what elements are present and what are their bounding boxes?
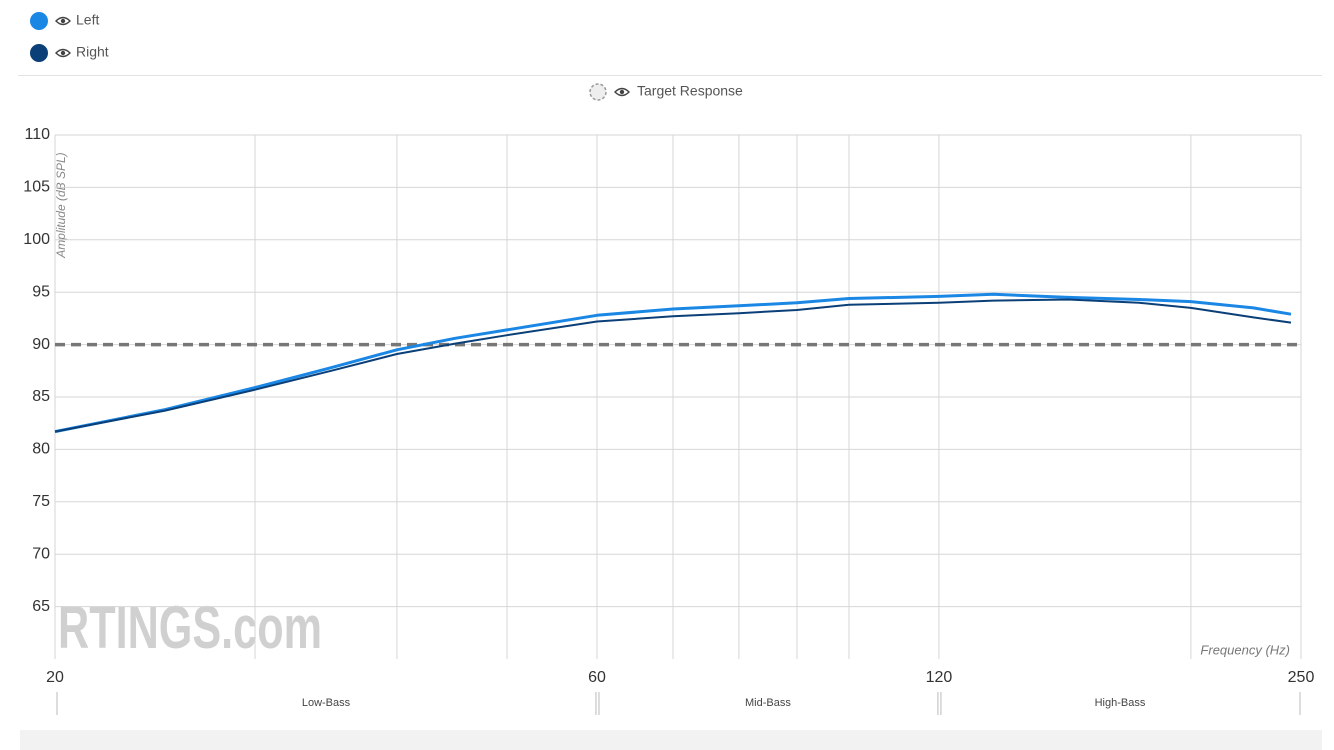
x-tick-label: 20 xyxy=(46,669,64,686)
band-label: Mid-Bass xyxy=(745,697,791,709)
band-label: Low-Bass xyxy=(302,697,351,709)
x-axis-label: Frequency (Hz) xyxy=(1200,642,1290,657)
y-tick-label: 95 xyxy=(32,283,50,300)
y-tick-label: 75 xyxy=(32,493,50,510)
y-tick-label: 80 xyxy=(32,441,50,458)
eye-pupil xyxy=(60,50,66,56)
legend-item[interactable]: Left xyxy=(30,12,99,30)
eye-icon xyxy=(55,48,71,58)
y-tick-label: 65 xyxy=(32,598,50,615)
band-label: High-Bass xyxy=(1095,697,1146,709)
target-legend[interactable]: Target Response xyxy=(589,83,743,101)
legend-label: Right xyxy=(76,44,109,60)
target-legend-label: Target Response xyxy=(637,83,743,99)
watermark: RTINGS.com xyxy=(58,594,322,661)
legend-swatch xyxy=(30,44,48,62)
y-axis-label: Amplitude (dB SPL) xyxy=(54,152,68,258)
y-tick-label: 85 xyxy=(32,388,50,405)
target-swatch xyxy=(589,83,607,101)
eye-icon xyxy=(614,87,630,97)
series-line xyxy=(54,298,1292,433)
legend-label: Left xyxy=(76,12,99,28)
y-tick-label: 110 xyxy=(24,126,50,143)
legend-swatch xyxy=(30,12,48,30)
eye-outline xyxy=(55,16,71,26)
x-tick-label: 120 xyxy=(926,669,953,686)
x-tick-label: 250 xyxy=(1288,669,1315,686)
series-line xyxy=(54,292,1292,434)
eye-outline xyxy=(55,48,71,58)
legend-item[interactable]: Right xyxy=(30,44,109,62)
y-tick-label: 70 xyxy=(32,545,50,562)
eye-pupil xyxy=(60,18,66,24)
x-tick-label: 60 xyxy=(588,669,606,686)
y-tick-label: 105 xyxy=(23,179,50,196)
y-tick-label: 100 xyxy=(23,231,50,248)
y-tick-label: 90 xyxy=(32,336,50,353)
eye-icon xyxy=(55,16,71,26)
footer-bar xyxy=(20,730,1322,750)
